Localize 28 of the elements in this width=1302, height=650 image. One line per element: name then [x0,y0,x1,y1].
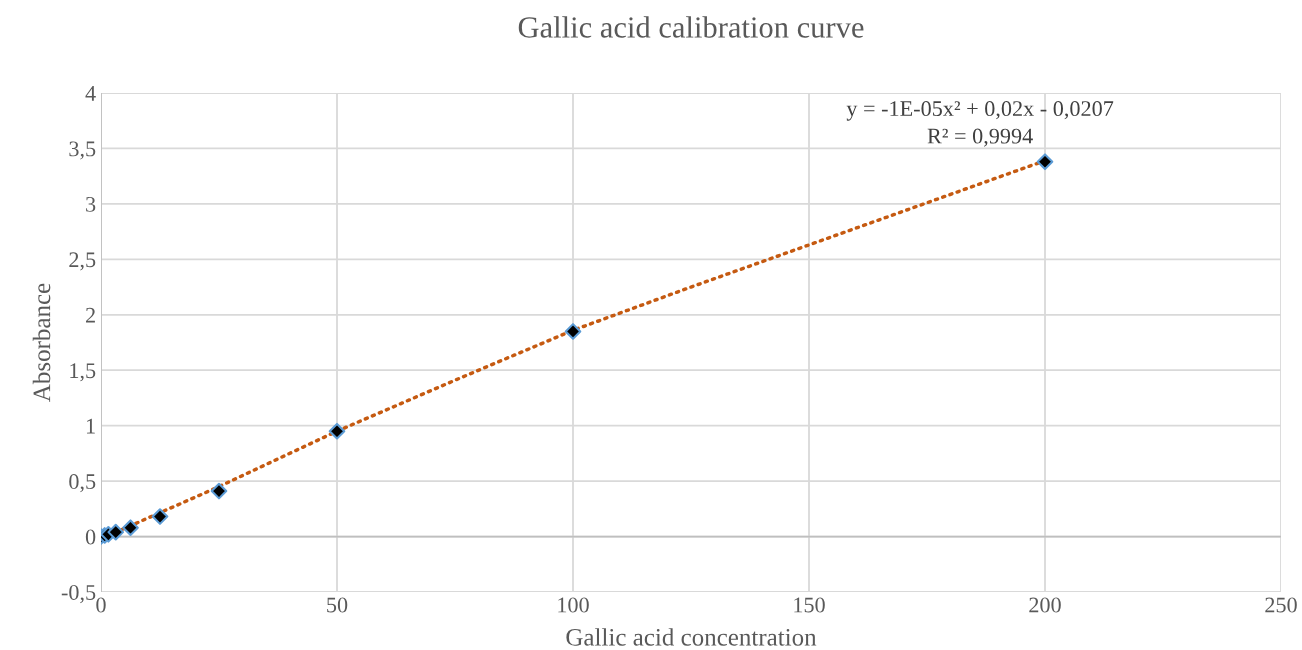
x-axis-title: Gallic acid concentration [566,628,817,646]
y-axis-title: Absorbance [32,283,51,402]
x-tick-label: 150 [794,597,825,613]
annotation: y = -1E-05x² + 0,02x - 0,0207 [846,101,1114,121]
x-tick-label: 100 [558,597,589,613]
x-tick-label: 250 [1265,597,1297,613]
x-tick-label: 50 [327,597,348,613]
point [210,482,228,500]
y-tick-label: 2,5 [69,252,96,271]
x-tick-label: 200 [1029,597,1061,613]
annotation: R² = 0,9994 [927,128,1033,147]
chart-title: Gallic acid calibration curve [518,16,864,38]
y-tick-label: 1 [86,418,95,434]
y-tick-label: 0,5 [69,474,96,493]
y-tick-label: 2 [86,307,95,323]
x-tick-label: 0 [96,597,106,613]
point [151,508,169,525]
y-tick-label: -0,5 [61,584,96,604]
point [328,422,346,440]
y-tick-label: 1,5 [70,363,96,382]
y-tick-label: 3 [86,196,96,212]
point [107,523,125,541]
y-tick-label: 3,5 [69,141,96,160]
y-tick-label: 0 [85,529,96,545]
point [1036,153,1054,171]
point [122,519,139,537]
y-tick-label: 4 [85,86,96,101]
point [564,323,582,340]
